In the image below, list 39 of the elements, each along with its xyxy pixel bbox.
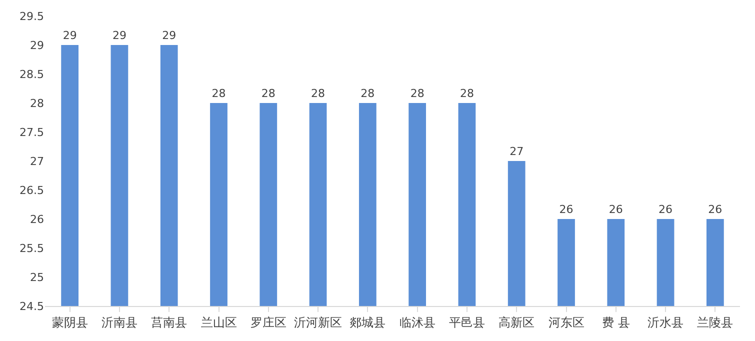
y-tick-label: 24.5 xyxy=(20,300,44,313)
y-tick-label: 28 xyxy=(30,96,44,110)
x-tick-label: 沂南县 xyxy=(101,315,138,330)
y-tick-label: 28.5 xyxy=(20,68,44,81)
x-tick-label: 莒南县 xyxy=(151,315,188,330)
y-tick-label: 26.5 xyxy=(20,184,44,197)
data-label: 26 xyxy=(559,203,574,216)
x-tick-label: 临沭县 xyxy=(399,315,436,330)
data-label: 28 xyxy=(261,87,276,100)
y-tick-label: 27.5 xyxy=(20,126,44,139)
x-tick-label: 兰山区 xyxy=(200,315,237,330)
y-tick-label: 27 xyxy=(30,154,44,168)
y-tick-label: 26 xyxy=(30,212,44,226)
x-tick-label: 兰陵县 xyxy=(697,315,734,330)
data-label: 26 xyxy=(608,203,623,216)
x-tick-label: 平邑县 xyxy=(448,315,485,330)
y-tick-label: 25.5 xyxy=(20,242,44,255)
data-label: 27 xyxy=(510,145,524,158)
x-tick-label: 沂水县 xyxy=(648,315,684,330)
x-tick-label: 高新区 xyxy=(498,315,535,330)
x-tick-label: 河东区 xyxy=(548,315,584,330)
data-label: 29 xyxy=(62,29,77,42)
data-label: 28 xyxy=(212,87,226,100)
data-label: 26 xyxy=(658,203,673,216)
data-label: 28 xyxy=(311,87,326,100)
x-tick-label: 罗庄区 xyxy=(250,315,286,330)
data-label: 28 xyxy=(410,87,424,100)
y-tick-label: 29 xyxy=(30,38,44,52)
data-label: 29 xyxy=(162,29,176,42)
data-label: 29 xyxy=(112,29,126,42)
x-tick-label: 费 县 xyxy=(602,315,630,330)
y-tick-label: 25 xyxy=(30,270,44,284)
x-tick-label: 蒙阴县 xyxy=(52,315,88,330)
x-tick-label: 郯城县 xyxy=(350,315,386,330)
data-label: 28 xyxy=(360,87,375,100)
x-tick-label: 沂河新区 xyxy=(294,315,342,330)
data-label: 26 xyxy=(708,203,722,216)
y-tick-label: 29.5 xyxy=(20,10,44,23)
data-label: 28 xyxy=(460,87,474,100)
